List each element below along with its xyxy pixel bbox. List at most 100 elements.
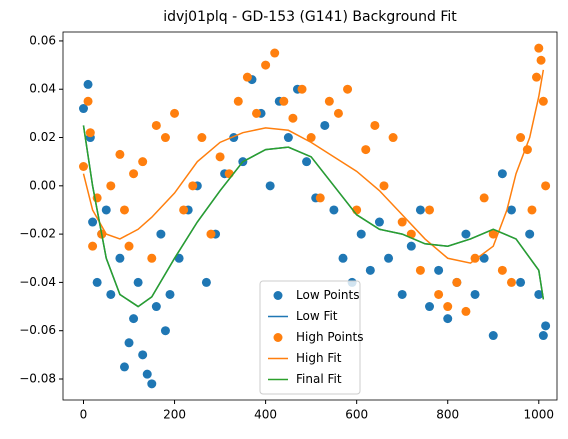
point [333, 108, 343, 118]
point [470, 289, 480, 299]
point [415, 205, 425, 215]
point [406, 241, 416, 251]
point [527, 205, 537, 215]
point [147, 379, 157, 389]
point [174, 253, 184, 263]
point [488, 331, 498, 341]
point [188, 181, 198, 191]
legend-label: Low Fit [296, 309, 338, 323]
point [151, 302, 161, 312]
point [506, 277, 516, 287]
point [297, 84, 307, 94]
point [83, 96, 93, 106]
point [516, 277, 526, 287]
point [261, 60, 271, 70]
point [434, 289, 444, 299]
point [320, 120, 330, 130]
point [124, 241, 134, 251]
point [265, 181, 275, 191]
point [106, 181, 116, 191]
point [425, 205, 435, 215]
point [138, 350, 148, 360]
point [397, 289, 407, 299]
point [160, 133, 170, 143]
point [78, 161, 88, 171]
point [425, 302, 435, 312]
point [83, 79, 93, 89]
point [479, 253, 489, 263]
point [443, 314, 453, 324]
point [129, 314, 139, 324]
line [82, 69, 545, 264]
line [82, 125, 545, 308]
point [142, 369, 152, 379]
point [343, 84, 353, 94]
point [315, 193, 325, 203]
point [302, 157, 312, 167]
point [452, 277, 462, 287]
point [538, 96, 548, 106]
y-tick-label: 0.06 [29, 33, 56, 47]
legend-box [259, 280, 361, 395]
point [215, 152, 225, 162]
point [541, 321, 551, 331]
point [179, 205, 189, 215]
point [356, 229, 366, 239]
point [78, 104, 88, 114]
point [170, 108, 180, 118]
point [522, 145, 532, 155]
point [138, 157, 148, 167]
point [224, 169, 234, 179]
point [288, 113, 298, 123]
x-tick-label: 1000 [524, 408, 555, 422]
point [115, 149, 125, 159]
point [106, 289, 116, 299]
point [538, 331, 548, 341]
point [415, 265, 425, 275]
x-tick-label: 0 [80, 408, 88, 422]
point [361, 145, 371, 155]
point [283, 133, 293, 143]
point [497, 265, 507, 275]
point [156, 229, 166, 239]
point [397, 217, 407, 227]
point [124, 338, 134, 348]
point [541, 181, 551, 191]
point [506, 205, 516, 215]
point [151, 120, 161, 130]
chart-title: idvj01plq - GD-153 (G141) Background Fit [163, 9, 457, 25]
y-tick-label: −0.08 [19, 371, 56, 385]
point [306, 133, 316, 143]
x-tick-label: 800 [436, 408, 459, 422]
point [165, 289, 175, 299]
legend-label: High Fit [296, 351, 342, 365]
point [516, 133, 526, 143]
point [160, 326, 170, 336]
point [88, 241, 98, 251]
x-tick-label: 400 [254, 408, 277, 422]
point [242, 72, 252, 82]
point [370, 120, 380, 130]
point [92, 277, 102, 287]
point [338, 253, 348, 263]
legend-marker [273, 291, 283, 300]
y-tick-label: 0.02 [29, 130, 56, 144]
point [119, 205, 129, 215]
point [488, 229, 498, 239]
point [115, 253, 125, 263]
plot-frame [62, 31, 558, 401]
point [461, 306, 471, 316]
legend-label: Final Fit [296, 372, 342, 386]
x-tick-label: 600 [345, 408, 368, 422]
point [129, 169, 139, 179]
point [201, 277, 211, 287]
point [133, 277, 143, 287]
y-tick-label: 0.04 [29, 82, 56, 96]
point [85, 128, 95, 138]
y-tick-label: −0.06 [19, 323, 56, 337]
point [536, 55, 546, 65]
point [252, 108, 262, 118]
point [88, 217, 98, 227]
